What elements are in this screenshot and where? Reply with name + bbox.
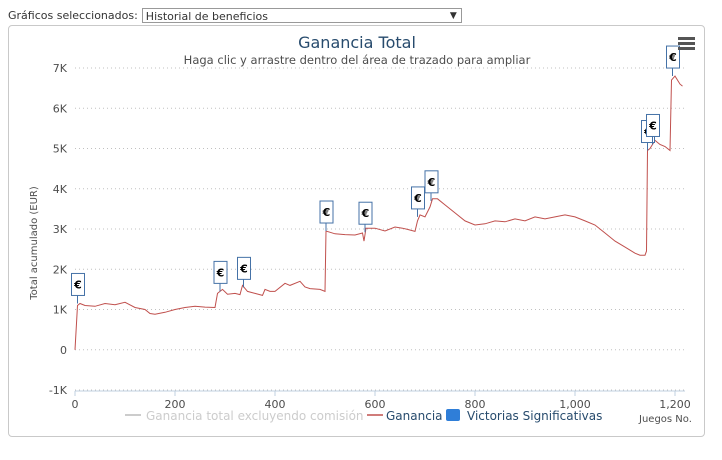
chart-selector-value: Historial de beneficios [145,9,268,23]
flag-box [646,113,660,137]
flag-marker[interactable]: € [646,113,660,145]
legend-label-excl: Ganancia total excluyendo comisión [146,409,364,423]
flag-label: € [239,262,248,275]
flag-box [319,200,334,224]
x-axis-title: Juegos No. [638,414,692,425]
x-tick-label: 400 [265,398,286,411]
chevron-down-icon: ▼ [449,10,457,21]
flag-marker[interactable]: € [319,200,334,232]
flag-box [666,45,680,69]
legend-item-ganancia[interactable]: Ganancia [367,409,443,423]
chart-selector-dropdown[interactable]: Historial de beneficios ▼ [141,7,462,23]
y-tick-label: 1K [53,304,68,317]
x-tick-label: 1,200 [659,398,691,411]
x-tick-label: 600 [365,398,386,411]
flag-marker[interactable]: € [666,45,680,77]
flag-marker[interactable]: € [71,272,85,304]
hamburger-menu-icon[interactable] [677,36,697,52]
y-tick-label: 4K [53,183,68,196]
flag-label: € [73,278,82,291]
y-tick-label: 3K [53,223,68,236]
flag-label: € [648,119,657,132]
y-axis-ticks: -1K 0 1K 2K 3K 4K 5K 6K 7K [49,62,68,397]
flag-label: € [322,206,331,219]
flag-label: € [427,176,436,189]
legend-item-victorias[interactable]: Victorias Significativas [446,409,602,423]
grid-lines [75,67,685,391]
legend-item-excl[interactable]: Ganancia total excluyendo comisión [125,409,364,423]
flag-box [411,186,425,210]
series-layer [74,75,683,350]
flag-box [213,260,228,284]
flags-layer: €€€€€€€€€€ [71,45,680,304]
flag-label: € [668,51,677,64]
x-tick-label: 800 [465,398,486,411]
flag-box [424,170,439,194]
y-tick-label: 6K [53,102,68,115]
flag-label: € [413,192,422,205]
x-axis-ticks: 0 200 400 600 800 1,000 1,200 [72,391,691,411]
chart-selector-label: Gráficos seleccionados: [8,8,138,22]
y-tick-label: 7K [53,62,68,75]
x-tick-label: 200 [165,398,186,411]
y-axis-title: Total acumulado (EUR) [29,186,40,301]
flag-marker[interactable]: € [424,170,439,201]
flag-label: € [216,266,225,279]
legend-square-victorias [446,409,460,421]
flag-label: € [361,207,370,220]
chart-selector-bar: Gráficos seleccionados: Historial de ben… [8,6,462,24]
chart-title: Ganancia Total [298,33,416,52]
flag-box [237,256,251,280]
flag-marker[interactable]: € [213,260,228,292]
legend: Ganancia total excluyendo comisión Ganan… [125,409,602,423]
flag-marker[interactable]: € [237,256,251,288]
legend-label-victorias: Victorias Significativas [467,409,602,423]
y-tick-label: 2K [53,263,68,276]
chart-panel: -1K 0 1K 2K 3K 4K 5K 6K 7K 0 200 400 600 800 1,000 1,2… [8,25,705,437]
chart-subtitle: Haga clic y arrastre dentro del área de … [184,53,531,67]
profit-chart[interactable]: -1K 0 1K 2K 3K 4K 5K 6K 7K 0 200 400 600 800 1,000 1,2… [9,26,706,438]
legend-label-ganancia: Ganancia [386,409,443,423]
flag-box [358,201,373,225]
y-tick-label: 0 [60,344,67,357]
flag-marker[interactable]: € [411,186,425,217]
flag-box [71,272,85,296]
y-tick-label: -1K [49,384,68,397]
series-line-ganancia [74,75,683,350]
x-tick-label: 1,000 [559,398,591,411]
y-tick-label: 5K [53,143,68,156]
flag-marker[interactable]: € [358,201,373,233]
x-tick-label: 0 [72,398,79,411]
